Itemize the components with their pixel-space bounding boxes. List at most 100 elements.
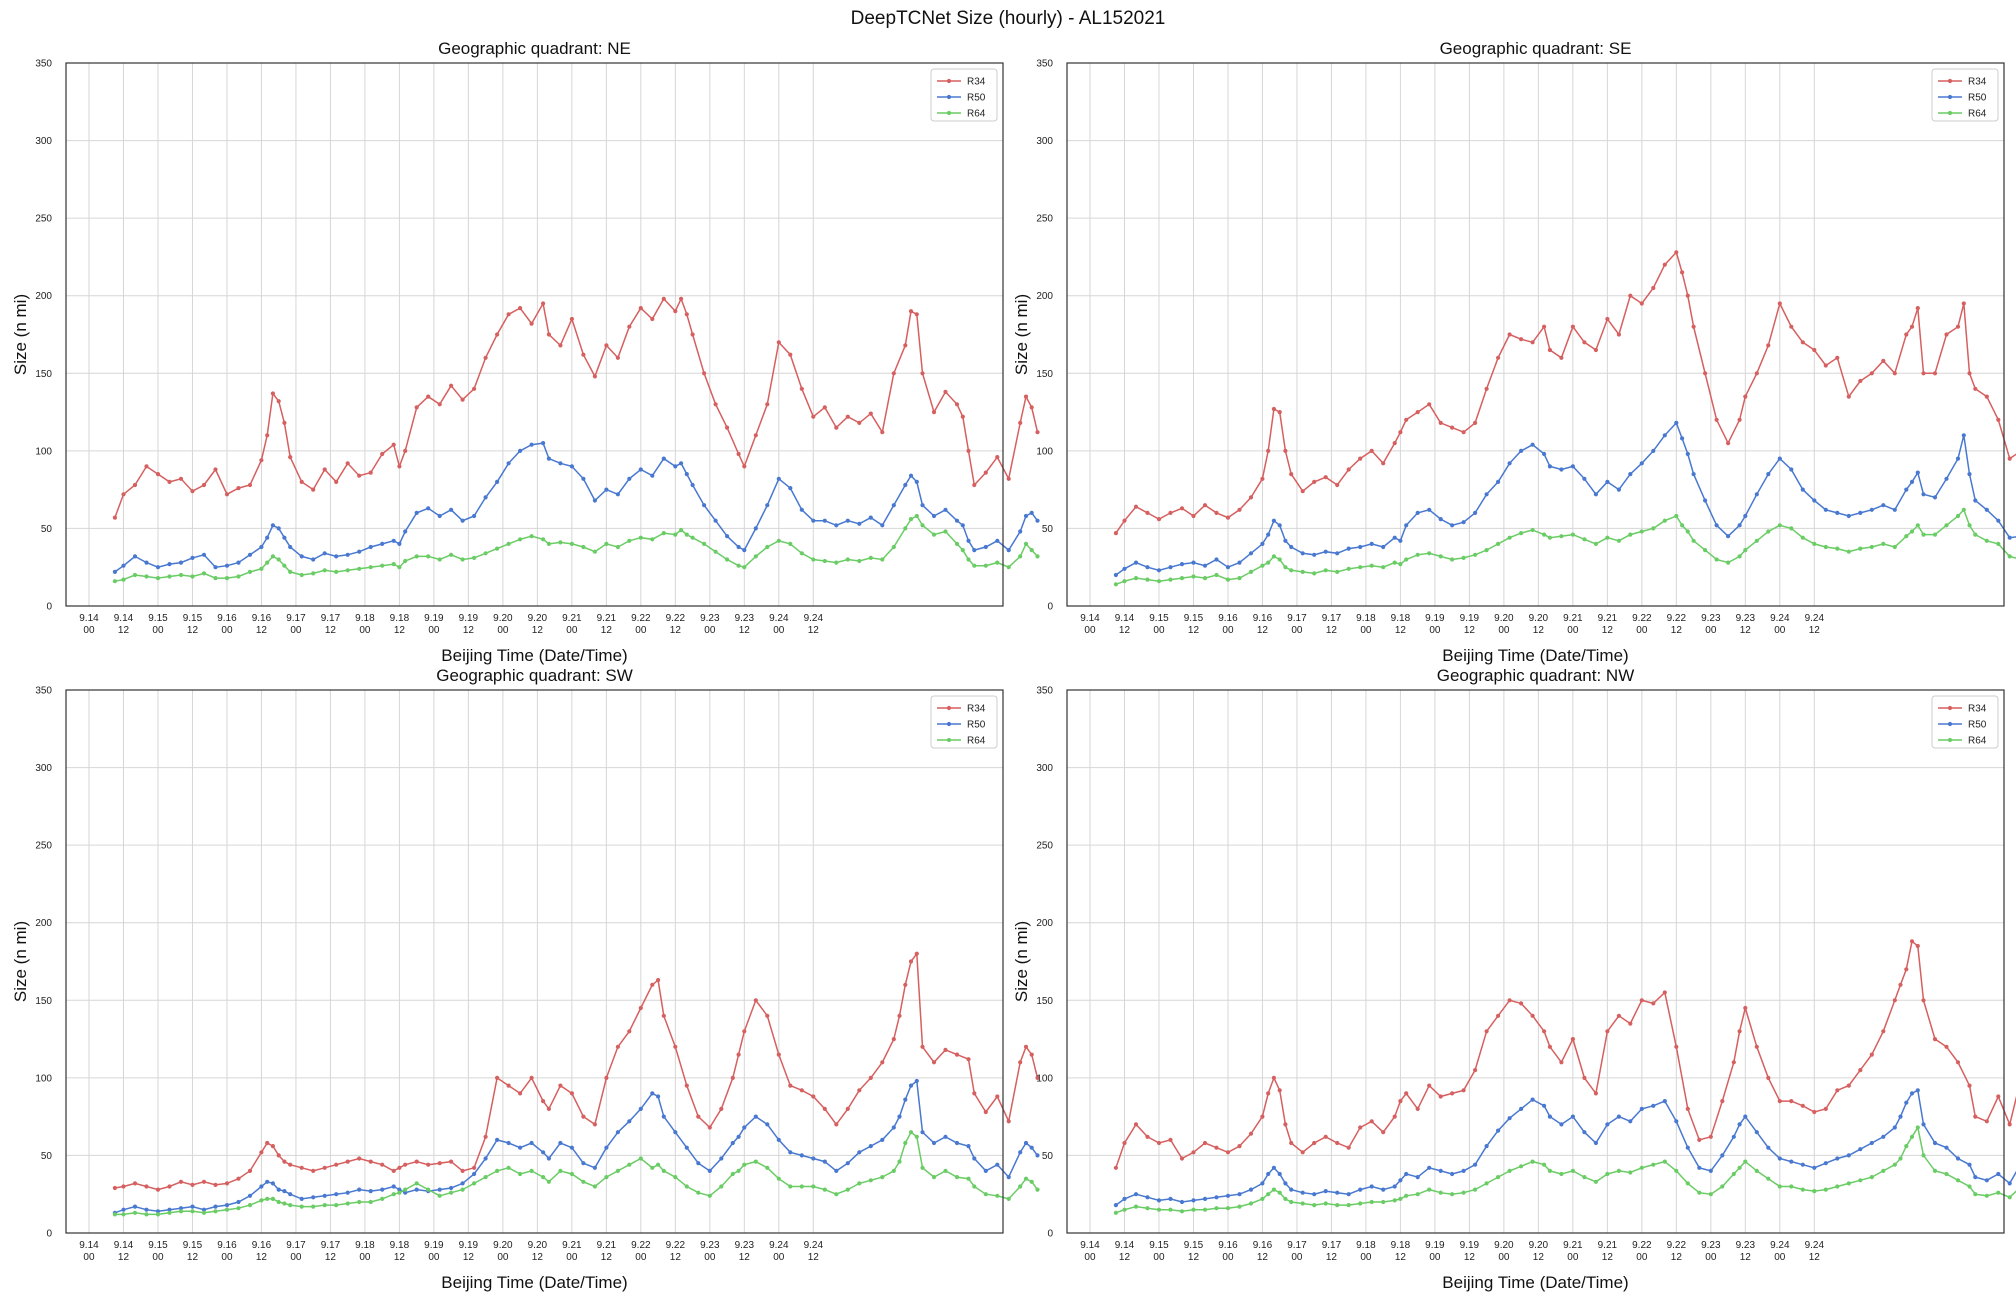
data-point-r34-se bbox=[1754, 371, 1759, 376]
data-point-r50-ne bbox=[518, 448, 523, 453]
xtick-label-nw: 9.24 00 bbox=[1770, 1240, 1790, 1263]
data-point-r64-se bbox=[1703, 548, 1708, 553]
data-point-r64-se bbox=[1823, 544, 1828, 550]
data-point-r34-ne bbox=[1018, 420, 1023, 425]
data-point-r64-sw bbox=[397, 1190, 402, 1195]
data-point-r50-se bbox=[1271, 518, 1276, 523]
data-point-r64-sw bbox=[742, 1162, 747, 1167]
data-point-r64-sw bbox=[322, 1203, 327, 1208]
data-point-r34-nw bbox=[1191, 1150, 1196, 1155]
data-point-r50-nw bbox=[1892, 1125, 1897, 1130]
data-point-r64-se bbox=[1915, 523, 1920, 528]
data-point-r50-se bbox=[1300, 551, 1305, 556]
data-point-r64-nw bbox=[1381, 1199, 1386, 1205]
data-point-r34-nw bbox=[1398, 1099, 1403, 1104]
data-point-r50-ne bbox=[1035, 518, 1040, 523]
data-point-r34-ne bbox=[753, 433, 758, 438]
data-point-r34-ne bbox=[190, 489, 195, 494]
data-point-r64-ne bbox=[1006, 565, 1011, 570]
data-point-r64-sw bbox=[799, 1184, 804, 1189]
xtick-label-sw: 9.24 00 bbox=[769, 1240, 789, 1263]
xtick-label-nw: 9.15 12 bbox=[1184, 1240, 1204, 1263]
data-point-r50-se bbox=[1202, 563, 1208, 568]
axes-frame-sw bbox=[65, 689, 1004, 1234]
xtick-hour-nw: 12 bbox=[1602, 1252, 1614, 1263]
data-point-r50-nw bbox=[1191, 1198, 1196, 1203]
data-point-r50-ne bbox=[690, 482, 695, 488]
data-point-r64-nw bbox=[1904, 1144, 1909, 1149]
data-point-r50-ne bbox=[702, 503, 707, 508]
data-point-r50-nw bbox=[1225, 1193, 1231, 1198]
data-point-r64-se bbox=[1179, 576, 1185, 581]
data-point-r64-nw bbox=[1323, 1201, 1328, 1206]
data-point-r34-sw bbox=[696, 1114, 701, 1119]
data-point-r50-ne bbox=[529, 442, 534, 447]
data-point-r34-se bbox=[1812, 347, 1817, 353]
data-point-r34-sw bbox=[483, 1134, 488, 1139]
data-point-r64-se bbox=[1639, 529, 1644, 534]
xtick-label-nw: 9.21 00 bbox=[1563, 1240, 1583, 1263]
data-point-r64-sw bbox=[167, 1210, 172, 1215]
data-point-r50-se bbox=[1547, 464, 1552, 469]
data-point-r34-se bbox=[1605, 316, 1610, 322]
data-point-r64-sw bbox=[112, 1212, 117, 1217]
data-point-r64-se bbox=[1984, 538, 1989, 543]
data-point-r34-nw bbox=[1496, 1013, 1501, 1018]
xtick-label-se: 9.19 00 bbox=[1425, 613, 1445, 636]
data-point-r34-se bbox=[1651, 285, 1656, 291]
data-point-r50-nw bbox=[1260, 1181, 1265, 1186]
data-point-r34-sw bbox=[311, 1168, 316, 1173]
ytick-label-ne: 150 bbox=[35, 369, 52, 380]
data-point-r34-se bbox=[1714, 417, 1719, 422]
data-point-r64-se bbox=[1973, 532, 1978, 537]
data-point-r34-sw bbox=[845, 1106, 850, 1111]
data-point-r64-ne bbox=[546, 541, 552, 547]
data-point-r34-se bbox=[1450, 425, 1455, 430]
data-point-r50-nw bbox=[1283, 1181, 1288, 1186]
data-point-r64-sw bbox=[213, 1209, 218, 1214]
data-point-r64-nw bbox=[1616, 1168, 1621, 1173]
data-point-r64-se bbox=[1300, 569, 1305, 575]
data-point-r64-ne bbox=[569, 541, 575, 547]
xtick-date-ne: 9.17 bbox=[321, 613, 341, 624]
data-point-r50-ne bbox=[592, 498, 598, 503]
xtick-hour-sw: 00 bbox=[566, 1252, 578, 1263]
data-point-r50-sw bbox=[857, 1150, 862, 1155]
xtick-hour-nw: 12 bbox=[1119, 1252, 1131, 1263]
data-point-r34-se bbox=[1628, 293, 1633, 298]
xtick-hour-nw: 00 bbox=[1153, 1252, 1165, 1263]
data-point-r64-nw bbox=[1283, 1196, 1288, 1201]
data-point-r50-sw bbox=[1029, 1145, 1034, 1150]
data-point-r50-sw bbox=[1023, 1140, 1029, 1146]
xtick-hour-ne: 12 bbox=[601, 625, 613, 636]
data-point-r34-se bbox=[1283, 448, 1288, 453]
data-point-r50-se bbox=[1559, 467, 1564, 472]
data-point-r64-sw bbox=[943, 1168, 948, 1173]
xtick-hour-nw: 00 bbox=[1084, 1252, 1096, 1263]
data-point-r64-nw bbox=[1168, 1207, 1173, 1212]
data-point-r50-ne bbox=[713, 518, 718, 523]
data-point-r64-ne bbox=[558, 540, 563, 545]
xtick-label-ne: 9.19 12 bbox=[459, 613, 479, 636]
data-point-r64-ne bbox=[236, 574, 241, 579]
data-point-r50-nw bbox=[1300, 1190, 1305, 1195]
data-point-r34-sw bbox=[656, 978, 661, 983]
data-point-r64-ne bbox=[891, 544, 896, 550]
data-point-r64-se bbox=[1289, 568, 1294, 573]
data-point-r64-se bbox=[2007, 554, 2012, 559]
data-point-r64-ne bbox=[506, 541, 511, 547]
xtick-hour-nw: 00 bbox=[1636, 1252, 1648, 1263]
data-point-r64-se bbox=[1392, 560, 1397, 565]
data-point-r34-sw bbox=[891, 1037, 896, 1042]
data-point-r64-nw bbox=[1909, 1134, 1915, 1139]
data-point-r64-nw bbox=[1944, 1171, 1949, 1177]
data-point-r64-ne bbox=[903, 526, 908, 531]
legend-label-r50-nw: R50 bbox=[1968, 720, 1987, 731]
xtick-hour-sw: 00 bbox=[290, 1252, 302, 1263]
data-point-r50-se bbox=[1651, 448, 1656, 453]
data-point-r64-ne bbox=[259, 566, 264, 571]
data-point-r64-nw bbox=[1484, 1181, 1489, 1186]
xtick-hour-se: 12 bbox=[1395, 625, 1407, 636]
data-point-r50-se bbox=[1113, 572, 1118, 578]
legend-marker-r50-nw bbox=[1947, 721, 1953, 727]
